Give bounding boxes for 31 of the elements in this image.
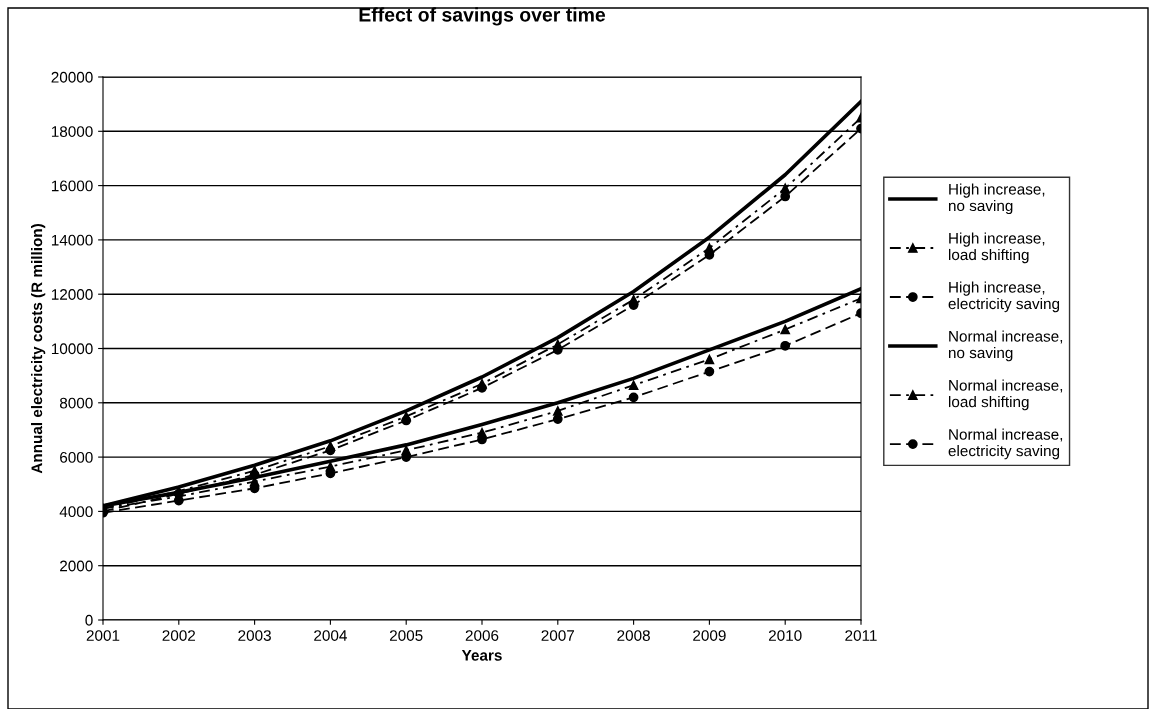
y-tick-label: 0: [85, 614, 93, 626]
legend-label: High increase, no saving: [948, 183, 1045, 215]
x-tick-label: 2006: [465, 630, 499, 641]
x-tick-label: 2002: [162, 630, 196, 641]
x-tick-label: 2007: [541, 630, 575, 641]
y-tick-label: 14000: [51, 234, 93, 246]
x-tick-label: 2009: [693, 630, 726, 641]
x-tick-label: 2008: [617, 630, 650, 641]
y-tick-label: 12000: [51, 289, 93, 300]
y-tick-label: 16000: [51, 180, 93, 192]
x-tick-label: 2004: [314, 630, 347, 641]
x-tick-label: 2010: [768, 630, 802, 641]
y-tick-label: 2000: [60, 560, 93, 572]
legend-label: Normal increase, no saving: [948, 330, 1063, 362]
x-tick-label: 2005: [389, 630, 423, 641]
y-tick-label: 20000: [51, 71, 93, 83]
y-tick-label: 8000: [59, 397, 93, 409]
y-tick-label: 6000: [60, 451, 93, 463]
chart-title: Effect of savings over time: [359, 7, 606, 26]
y-axis-title: Annual electricity costs (R million): [31, 224, 46, 474]
x-tick-label: 2003: [238, 630, 271, 641]
x-tick-label: 2011: [845, 630, 877, 641]
y-tick-label: 10000: [51, 343, 93, 355]
y-tick-label: 4000: [59, 506, 93, 518]
legend-label: Normal increase, electricity saving: [948, 428, 1063, 460]
legend-label: Normal increase, load shifting: [948, 379, 1063, 411]
x-axis-title: Years: [461, 650, 502, 661]
legend-label: High increase, electricity saving: [948, 281, 1060, 313]
legend-label: High increase, load shifting: [948, 232, 1045, 264]
x-tick-label: 2001: [86, 630, 120, 641]
y-tick-label: 18000: [51, 126, 93, 137]
